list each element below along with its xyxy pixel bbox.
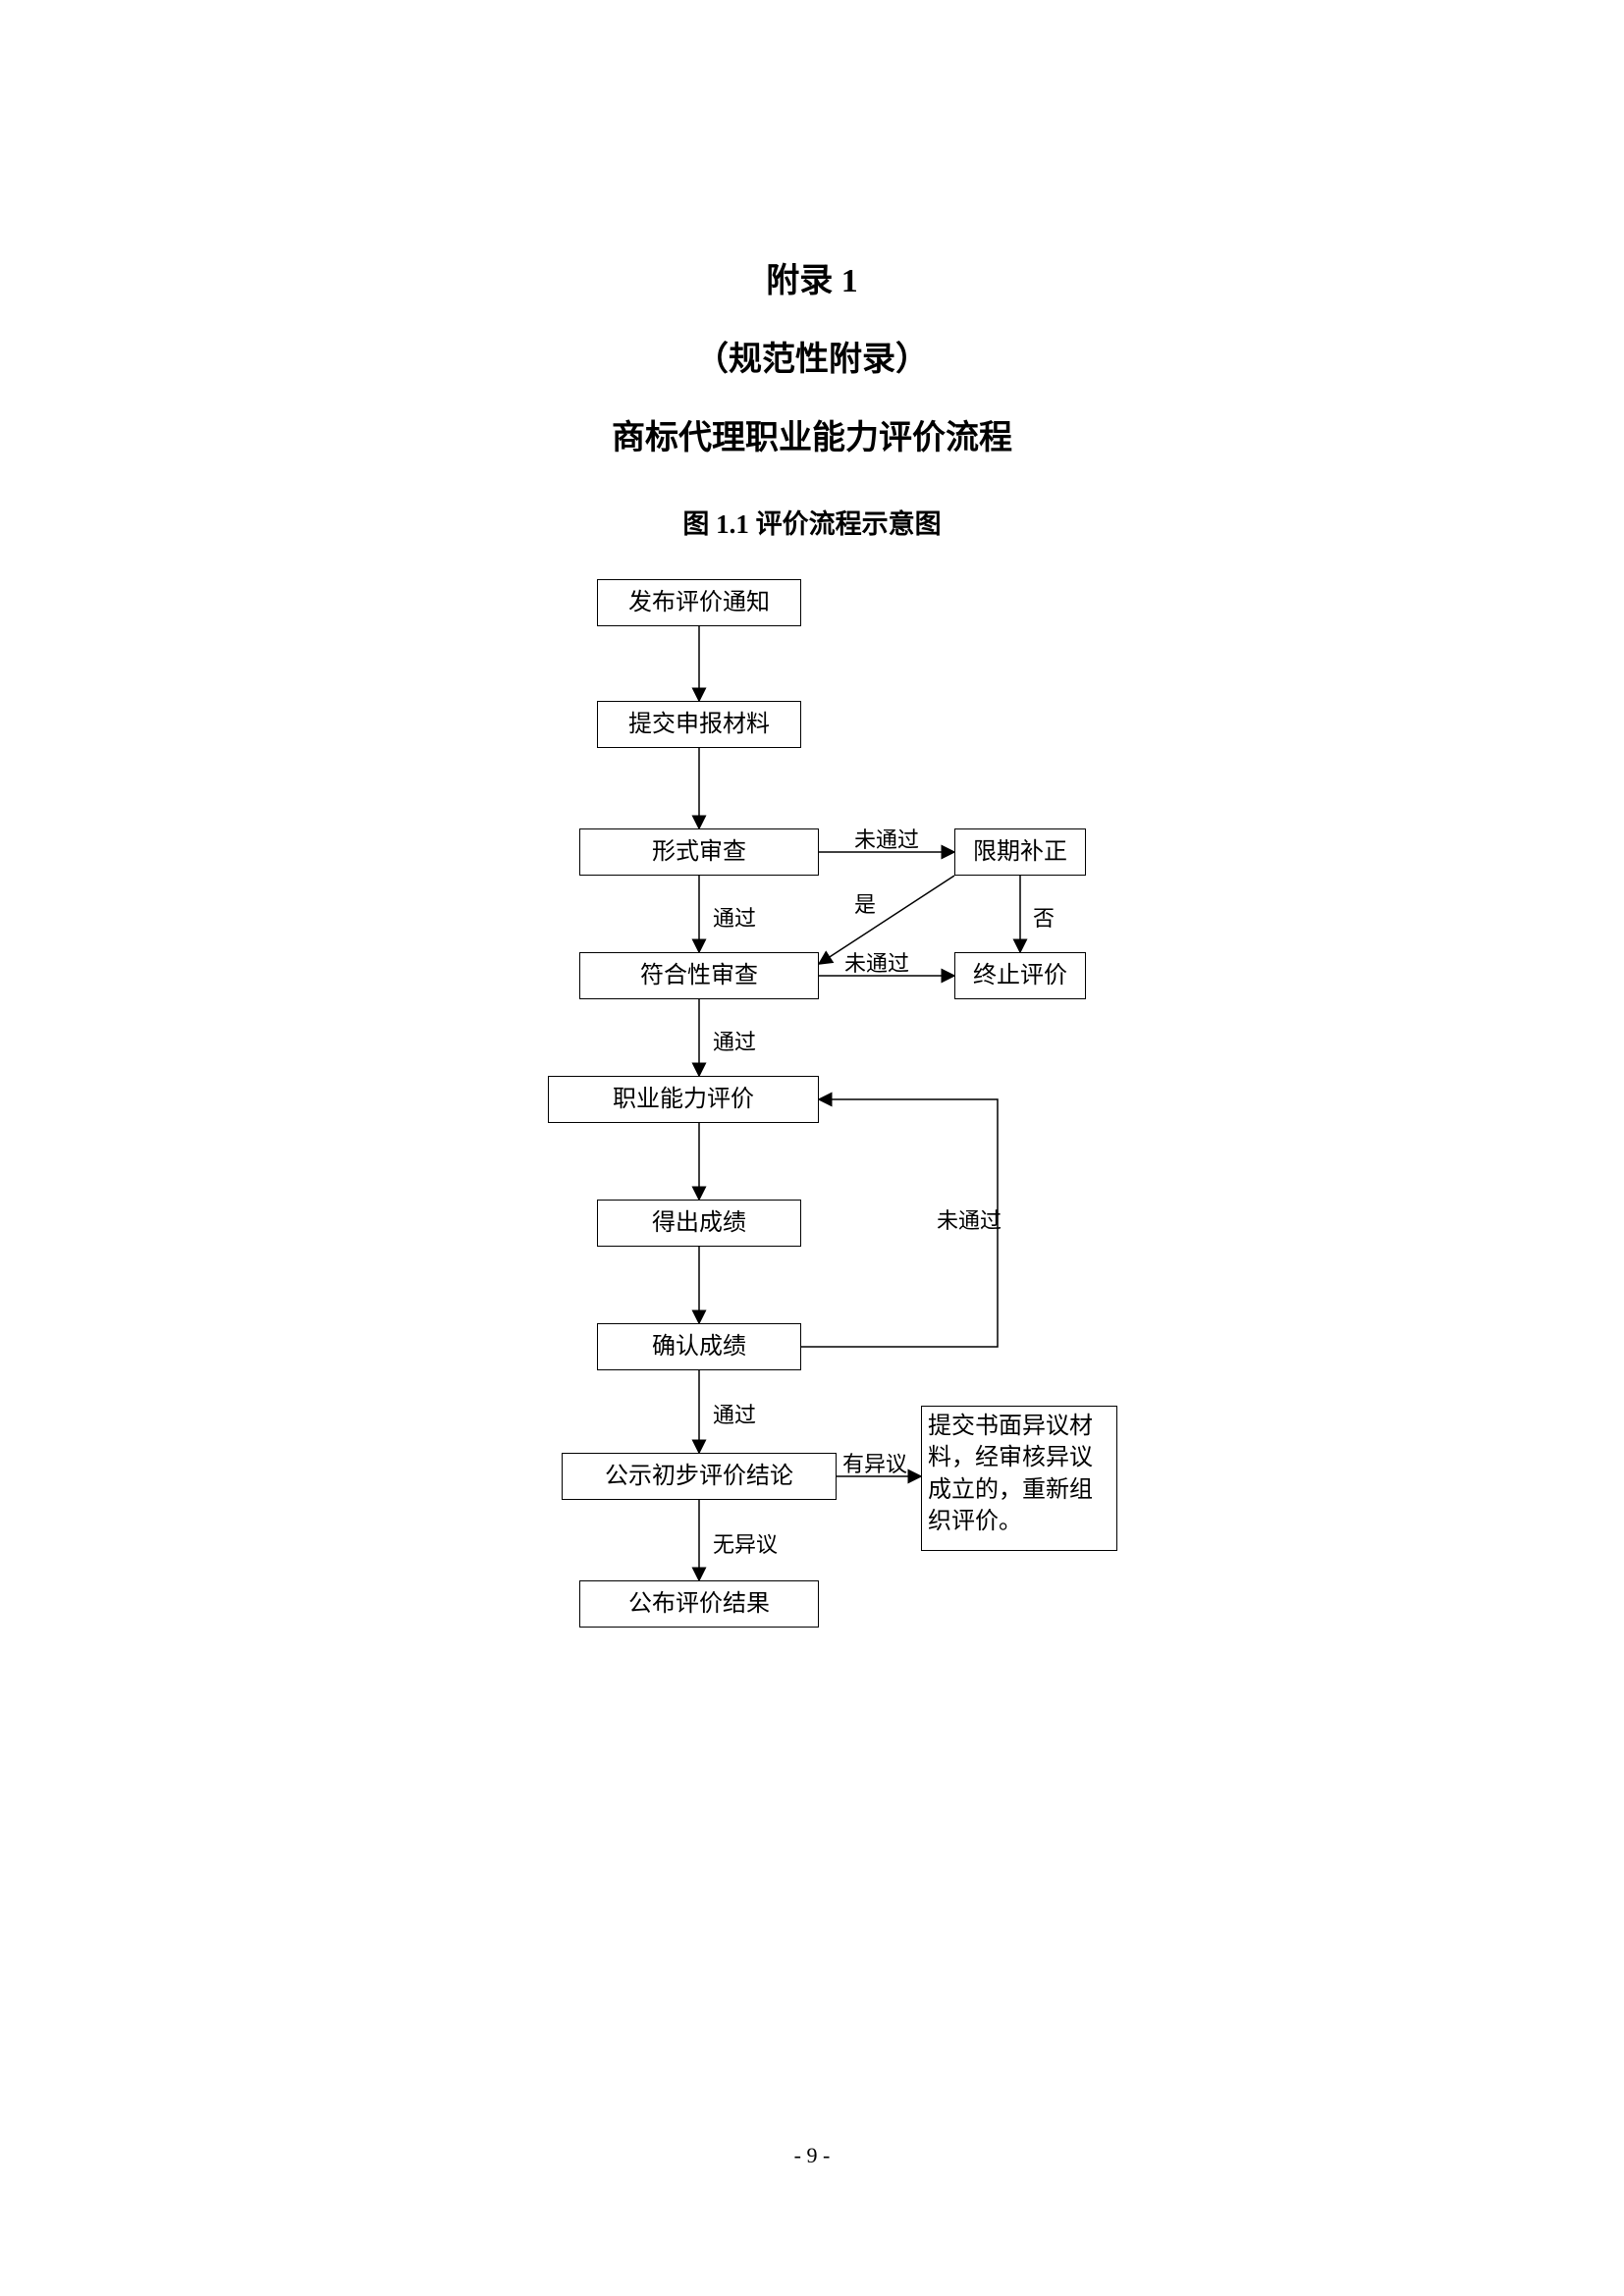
node-n10: 公示初步评价结论 [562,1453,837,1500]
node-n3: 形式审查 [579,828,819,876]
edge-label-n3-n4: 未通过 [854,823,919,854]
edge-label-n9-n10: 通过 [713,1398,756,1429]
edge-label-n4-n5: 是 [854,887,876,919]
node-n7: 职业能力评价 [548,1076,819,1123]
edge-label-n4-n6: 否 [1033,901,1055,933]
node-n11: 提交书面异议材料，经审核异议成立的，重新组织评价。 [921,1406,1117,1551]
page: 附录 1 （规范性附录） 商标代理职业能力评价流程 图 1.1 评价流程示意图 … [0,0,1624,2296]
node-n2: 提交申报材料 [597,701,801,748]
edge-label-n5-n6: 未通过 [844,946,909,978]
node-n4: 限期补正 [954,828,1086,876]
node-n5: 符合性审查 [579,952,819,999]
edge-label-n10-n12: 无异议 [713,1527,778,1559]
page-number: - 9 - [0,2143,1624,2168]
node-n9: 确认成绩 [597,1323,801,1370]
edge-label-n5-n7: 通过 [713,1025,756,1056]
heading-appendix-1: 附录 1 [0,253,1624,301]
flowchart: 未通过通过是否未通过通过未通过通过有异议无异议发布评价通知提交申报材料形式审查限… [530,579,1218,1659]
node-n12: 公布评价结果 [579,1580,819,1628]
node-n8: 得出成绩 [597,1200,801,1247]
node-n6: 终止评价 [954,952,1086,999]
node-n1: 发布评价通知 [597,579,801,626]
figure-caption: 图 1.1 评价流程示意图 [0,503,1624,541]
edge-label-n9-n7: 未通过 [937,1203,1001,1235]
heading-normative: （规范性附录） [0,332,1624,380]
heading-title: 商标代理职业能力评价流程 [0,410,1624,458]
edge-label-n3-n5: 通过 [713,901,756,933]
edge-label-n10-n11: 有异议 [842,1447,907,1478]
